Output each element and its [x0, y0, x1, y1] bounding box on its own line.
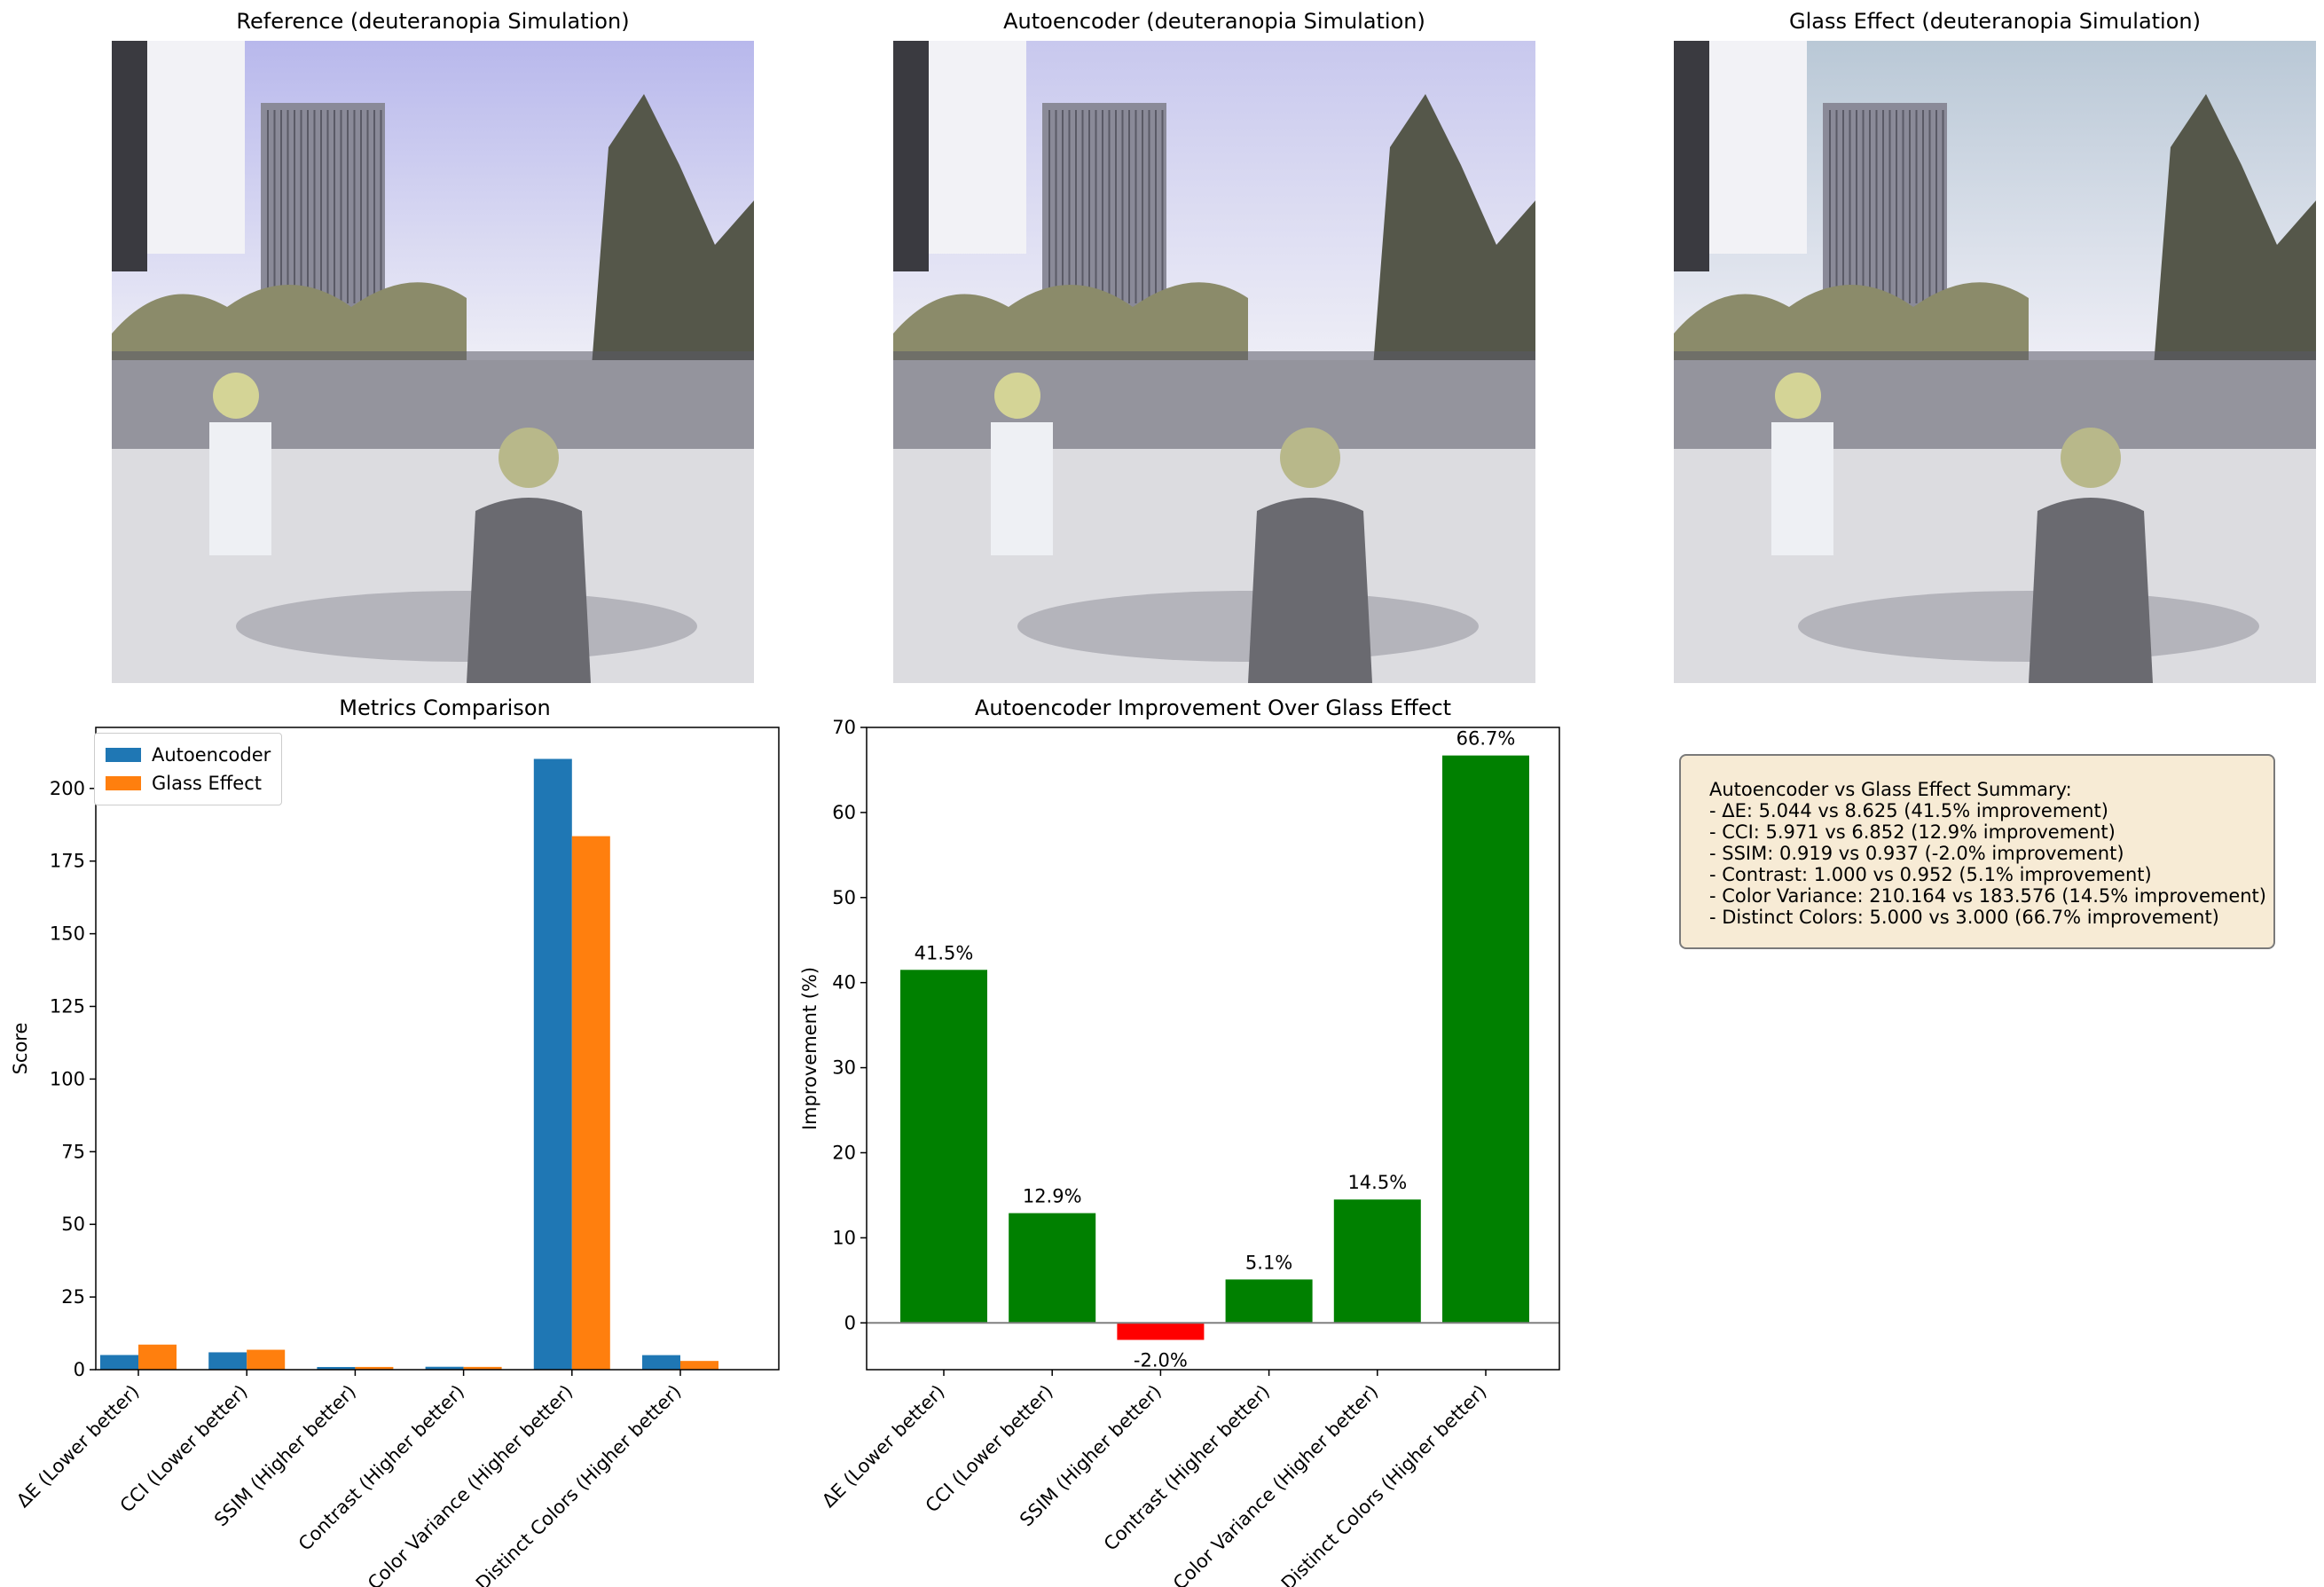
improvement-ytick-label-0: 0: [844, 1312, 856, 1333]
legend-label-autoencoder: Autoencoder: [152, 744, 271, 766]
legend-item-autoencoder: Autoencoder: [106, 741, 271, 769]
legend-swatch-glass: [106, 776, 141, 790]
metrics-bar-autoencoder-3: [425, 1366, 464, 1370]
person-body-2: [209, 422, 271, 555]
metrics-ytick-label-3: 75: [61, 1141, 85, 1162]
improvement-bar-1: [1009, 1213, 1096, 1324]
metrics-xtick-label-0: ΔE (Lower better): [12, 1381, 143, 1512]
improvement-ytick-label-6: 60: [832, 802, 856, 823]
tower-left: [1674, 41, 1709, 271]
metrics-ytick-label-4: 100: [50, 1068, 85, 1089]
metrics-bar-autoencoder-5: [642, 1355, 680, 1370]
person-body-2: [991, 422, 1053, 555]
legend-swatch-autoencoder: [106, 748, 141, 762]
improvement-bar-label-4: 14.5%: [1347, 1172, 1407, 1193]
person-head: [1280, 428, 1340, 488]
metrics-xtick-label-4: Color Variance (Higher better): [364, 1381, 577, 1587]
metrics-axes-frame: [95, 727, 780, 1371]
improvement-bar-label-5: 66.7%: [1456, 728, 1516, 750]
photo-glass: [1674, 41, 2316, 683]
person-head-2: [994, 373, 1040, 419]
legend: Autoencoder Glass Effect: [94, 733, 283, 805]
improvement-bar-4: [1333, 1199, 1421, 1324]
trees-right: [2153, 94, 2316, 378]
person-body-2: [1771, 422, 1833, 555]
metrics-ytick-label-7: 175: [50, 851, 85, 872]
tower-left: [893, 41, 929, 271]
metrics-bar-autoencoder-1: [208, 1352, 247, 1370]
improvement-bar-2: [1117, 1323, 1205, 1340]
metrics-bar-autoencoder-4: [533, 758, 572, 1370]
person-body: [467, 498, 591, 683]
summary-line-delta-e: - ΔE: 5.044 vs 8.625 (41.5% improvement): [1709, 800, 2108, 821]
person-head: [2061, 428, 2121, 488]
improvement-ytick-label-4: 40: [832, 972, 856, 994]
photo-title-autoencoder: Autoencoder (deuteranopia Simulation): [1003, 9, 1425, 34]
improvement-ytick-label-5: 50: [832, 887, 856, 908]
metrics-ytick-label-5: 125: [50, 995, 85, 1017]
photo-autoencoder: [893, 41, 1535, 683]
metrics-bar-autoencoder-2: [317, 1366, 356, 1370]
summary-line-color-variance: - Color Variance: 210.164 vs 183.576 (14…: [1709, 885, 2266, 907]
improvement-xtick-label-0: ΔE (Lower better): [818, 1381, 948, 1512]
metrics-bar-glass-0: [138, 1344, 177, 1370]
tower-left: [112, 41, 147, 271]
summary-line-cci: - CCI: 5.971 vs 6.852 (12.9% improvement…: [1709, 821, 2116, 843]
improvement-ytick-label-2: 20: [832, 1142, 856, 1163]
metrics-ytick-label-6: 150: [50, 923, 85, 945]
improvement-xtick-label-4: Color Variance (Higher better): [1169, 1381, 1382, 1587]
summary-box: Autoencoder vs Glass Effect Summary: - Δ…: [1679, 754, 2275, 949]
improvement-ytick-label-7: 70: [832, 717, 856, 738]
improvement-ylabel: Improvement (%): [799, 967, 820, 1130]
improvement-bar-3: [1225, 1279, 1313, 1324]
trees-right: [1372, 94, 1535, 378]
metrics-bar-glass-4: [571, 836, 610, 1370]
legend-label-glass: Glass Effect: [152, 773, 262, 794]
improvement-xtick-label-5: Distinct Colors (Higher better): [1277, 1381, 1491, 1587]
metrics-bar-autoencoder-0: [100, 1355, 138, 1370]
person-head-2: [213, 373, 259, 419]
improvement-bar-label-0: 41.5%: [915, 942, 974, 963]
improvement-bar-label-3: 5.1%: [1245, 1252, 1292, 1273]
summary-line-contrast: - Contrast: 1.000 vs 0.952 (5.1% improve…: [1709, 864, 2152, 885]
summary-title: Autoencoder vs Glass Effect Summary:: [1709, 779, 2072, 800]
summary-line-ssim: - SSIM: 0.919 vs 0.937 (-2.0% improvemen…: [1709, 843, 2124, 864]
improvement-bar-5: [1442, 755, 1529, 1324]
metrics-bar-glass-1: [247, 1349, 286, 1370]
person-head-2: [1775, 373, 1821, 419]
metrics-ylabel: Score: [10, 1023, 31, 1075]
improvement-bar-label-1: 12.9%: [1023, 1186, 1082, 1207]
metrics-bar-glass-3: [463, 1366, 502, 1370]
improvement-bar-0: [900, 970, 987, 1324]
legend-item-glass: Glass Effect: [106, 769, 271, 797]
chart-title-metrics: Metrics Comparison: [339, 695, 551, 720]
metrics-ytick-label-1: 25: [61, 1286, 85, 1308]
person-body: [2029, 498, 2153, 683]
metrics-ytick-label-8: 200: [50, 778, 85, 799]
person-body: [1248, 498, 1372, 683]
building-white: [1709, 41, 1807, 254]
improvement-ytick-label-3: 30: [832, 1057, 856, 1079]
person-head: [499, 428, 559, 488]
improvement-bar-label-2: -2.0%: [1134, 1349, 1188, 1371]
metrics-ytick-label-2: 50: [61, 1214, 85, 1235]
summary-line-distinct-colors: - Distinct Colors: 5.000 vs 3.000 (66.7%…: [1709, 907, 2219, 928]
improvement-axes-frame: [866, 727, 1560, 1371]
metrics-bar-glass-2: [355, 1366, 394, 1370]
trees-right: [591, 94, 754, 378]
metrics-ytick-label-0: 0: [74, 1359, 85, 1380]
photo-reference: [112, 41, 754, 683]
building-white: [147, 41, 245, 254]
photo-title-glass: Glass Effect (deuteranopia Simulation): [1789, 9, 2201, 34]
metrics-bar-glass-5: [680, 1361, 718, 1370]
improvement-ytick-label-1: 10: [832, 1227, 856, 1248]
chart-title-improvement: Autoencoder Improvement Over Glass Effec…: [974, 695, 1452, 720]
building-white: [929, 41, 1026, 254]
photo-title-reference: Reference (deuteranopia Simulation): [236, 9, 630, 34]
metrics-xtick-label-5: Distinct Colors (Higher better): [472, 1381, 686, 1587]
